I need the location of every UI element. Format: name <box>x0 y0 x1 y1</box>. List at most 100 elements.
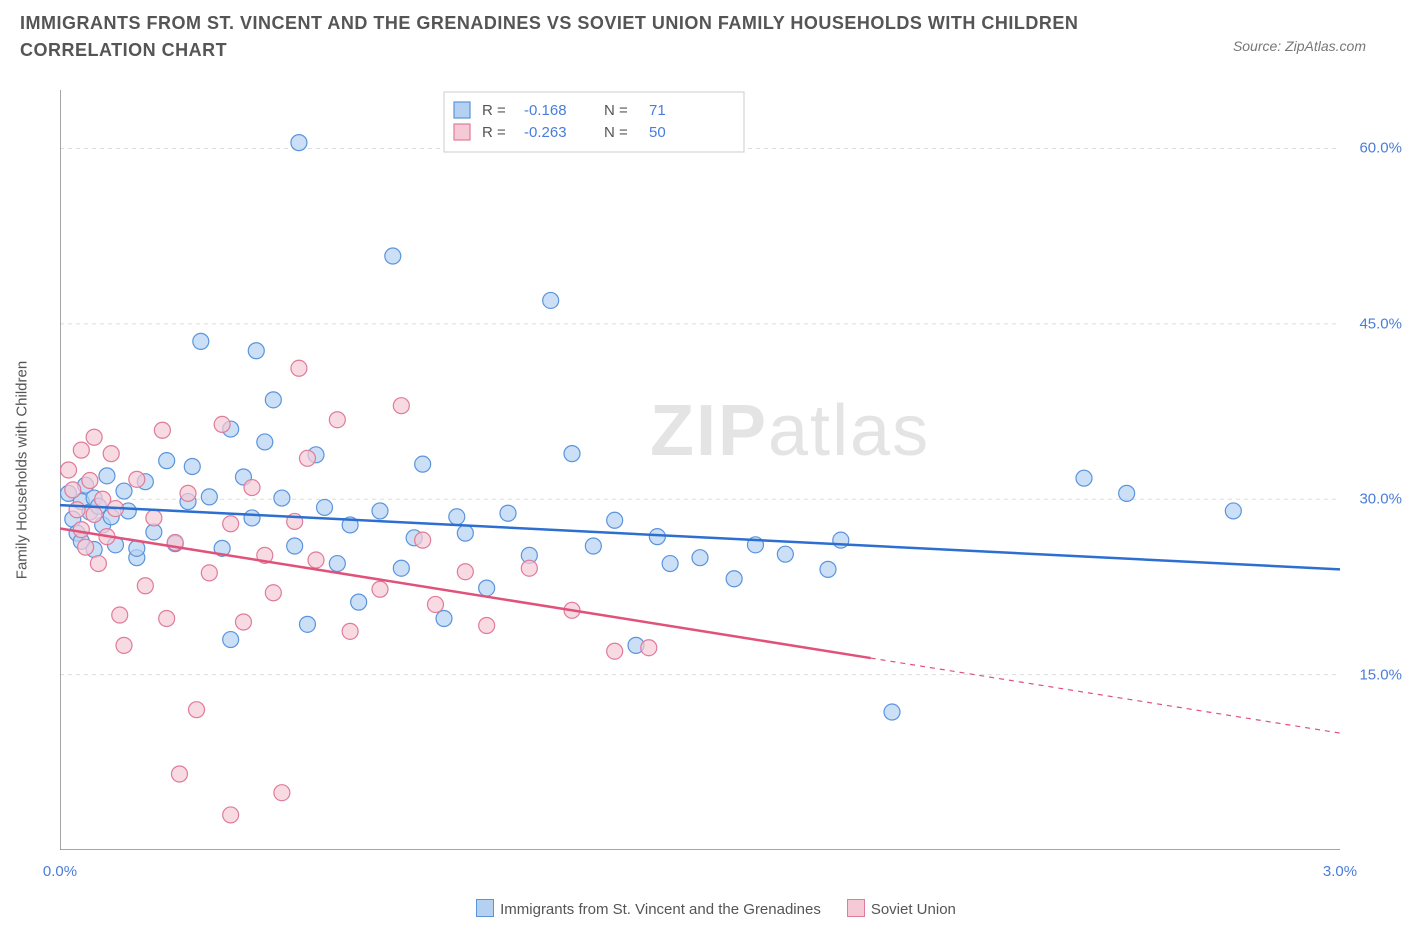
data-point <box>61 462 77 478</box>
data-point <box>299 616 315 632</box>
data-point <box>329 412 345 428</box>
data-point <box>171 766 187 782</box>
data-point <box>393 398 409 414</box>
legend-swatch <box>847 899 865 917</box>
data-point <box>457 564 473 580</box>
data-point <box>372 503 388 519</box>
data-point <box>449 509 465 525</box>
data-point <box>1119 485 1135 501</box>
data-point <box>457 525 473 541</box>
data-point <box>86 429 102 445</box>
data-point <box>223 632 239 648</box>
data-point <box>585 538 601 554</box>
data-point <box>265 585 281 601</box>
bottom-legend: Immigrants from St. Vincent and the Gren… <box>0 899 1406 918</box>
data-point <box>223 807 239 823</box>
data-point <box>154 422 170 438</box>
data-point <box>112 607 128 623</box>
data-point <box>78 539 94 555</box>
data-point <box>73 442 89 458</box>
data-point <box>641 640 657 656</box>
legend-r-value: -0.263 <box>524 124 567 141</box>
data-point <box>415 456 431 472</box>
data-point <box>86 506 102 522</box>
legend-label: Immigrants from St. Vincent and the Gren… <box>500 901 821 918</box>
data-point <box>299 450 315 466</box>
x-tick-label: 3.0% <box>1323 863 1357 880</box>
data-point <box>193 333 209 349</box>
data-point <box>500 505 516 521</box>
data-point <box>393 560 409 576</box>
data-point <box>777 546 793 562</box>
data-point <box>82 473 98 489</box>
data-point <box>189 702 205 718</box>
data-point <box>329 556 345 572</box>
data-point <box>692 550 708 566</box>
data-point <box>342 623 358 639</box>
data-point <box>351 594 367 610</box>
data-point <box>159 610 175 626</box>
data-point <box>201 489 217 505</box>
data-point <box>69 502 85 518</box>
data-point <box>372 581 388 597</box>
trend-line-extrapolated <box>871 658 1340 733</box>
data-point <box>65 482 81 498</box>
data-point <box>159 453 175 469</box>
y-tick-label: 30.0% <box>1359 491 1402 508</box>
legend-r-label: R = <box>482 102 506 119</box>
data-point <box>308 552 324 568</box>
data-point <box>146 510 162 526</box>
data-point <box>479 580 495 596</box>
data-point <box>1076 470 1092 486</box>
data-point <box>543 292 559 308</box>
legend-label: Soviet Union <box>871 901 956 918</box>
data-point <box>244 510 260 526</box>
legend-swatch <box>454 102 470 118</box>
data-point <box>385 248 401 264</box>
data-point <box>415 532 431 548</box>
data-point <box>607 643 623 659</box>
data-point <box>223 516 239 532</box>
data-point <box>662 556 678 572</box>
data-point <box>90 556 106 572</box>
data-point <box>244 480 260 496</box>
data-point <box>248 343 264 359</box>
chart-title: IMMIGRANTS FROM ST. VINCENT AND THE GREN… <box>20 10 1130 64</box>
legend-r-label: R = <box>482 124 506 141</box>
data-point <box>884 704 900 720</box>
data-point <box>820 561 836 577</box>
y-tick-label: 15.0% <box>1359 666 1402 683</box>
data-point <box>291 360 307 376</box>
data-point <box>726 571 742 587</box>
data-point <box>317 499 333 515</box>
data-point <box>427 596 443 612</box>
data-point <box>479 618 495 634</box>
y-tick-label: 60.0% <box>1359 140 1402 157</box>
data-point <box>287 538 303 554</box>
data-point <box>649 529 665 545</box>
legend-swatch <box>454 124 470 140</box>
plot-svg: R =-0.168N =71R =-0.263N =50 <box>60 90 1340 850</box>
data-point <box>184 458 200 474</box>
data-point <box>291 135 307 151</box>
data-point <box>99 468 115 484</box>
source-label: Source: ZipAtlas.com <box>1233 38 1366 54</box>
stats-legend: R =-0.168N =71R =-0.263N =50 <box>444 92 744 152</box>
data-point <box>274 490 290 506</box>
legend-n-value: 50 <box>649 124 666 141</box>
data-point <box>201 565 217 581</box>
data-point <box>214 416 230 432</box>
data-point <box>1225 503 1241 519</box>
legend-n-label: N = <box>604 124 628 141</box>
data-point <box>436 610 452 626</box>
scatter-plot: R =-0.168N =71R =-0.263N =50 ZIPatlas 15… <box>60 90 1340 850</box>
data-point <box>274 785 290 801</box>
y-axis-label: Family Households with Children <box>14 361 31 579</box>
x-tick-label: 0.0% <box>43 863 77 880</box>
legend-n-label: N = <box>604 102 628 119</box>
data-point <box>116 483 132 499</box>
data-point <box>137 578 153 594</box>
data-point <box>73 522 89 538</box>
legend-swatch <box>476 899 494 917</box>
data-point <box>116 637 132 653</box>
